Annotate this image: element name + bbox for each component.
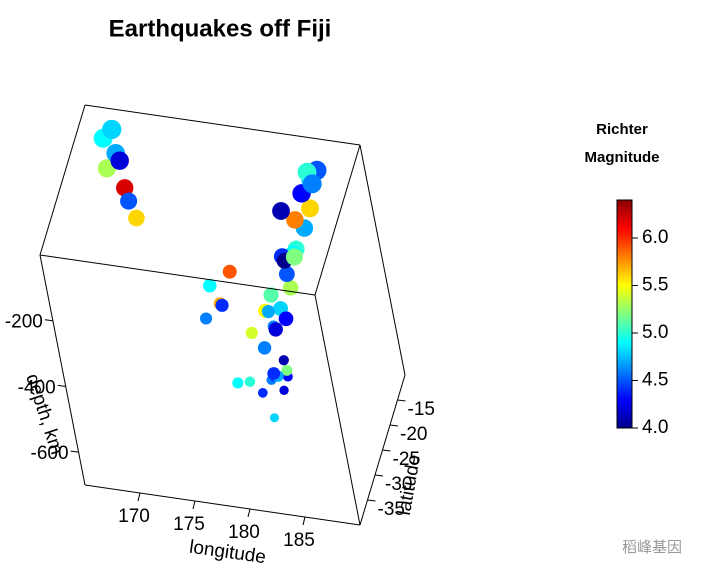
data-point <box>244 376 256 388</box>
data-point <box>268 322 283 337</box>
data-point <box>245 326 258 340</box>
data-point <box>269 413 280 423</box>
data-point <box>257 341 272 355</box>
x-tick <box>247 508 251 518</box>
colorbar-tick-label: 5.5 <box>642 275 668 296</box>
box-edge <box>39 254 86 486</box>
box-edge <box>39 104 86 256</box>
x-tick-label: 175 <box>173 514 205 535</box>
x-tick <box>302 516 306 526</box>
data-point <box>285 248 303 266</box>
colorbar-title: Magnitude <box>585 149 660 166</box>
y-tick-label: -20 <box>400 424 427 445</box>
colorbar-tick-label: 4.5 <box>642 370 668 391</box>
z-tick-label: -600 <box>31 443 69 464</box>
colorbar-tick-label: 4.0 <box>642 417 668 438</box>
colorbar-tick-label: 5.0 <box>642 322 668 343</box>
y-tick <box>389 424 399 427</box>
data-point <box>200 312 213 325</box>
box-edge <box>39 254 316 296</box>
x-tick <box>137 492 141 502</box>
y-tick <box>382 449 391 452</box>
y-tick-label: -25 <box>393 449 420 470</box>
x-tick <box>192 500 196 510</box>
y-tick-label: -30 <box>385 474 412 495</box>
data-point <box>116 179 134 197</box>
data-point <box>286 211 304 229</box>
data-point <box>215 298 229 312</box>
data-point <box>203 278 217 293</box>
box-edge <box>359 144 406 376</box>
data-point <box>261 304 275 319</box>
data-point <box>267 367 281 380</box>
plot-area <box>93 119 327 423</box>
z-tick <box>44 319 53 322</box>
data-point <box>128 209 145 227</box>
data-point <box>278 311 294 327</box>
colorbar-tick-label: 6.0 <box>642 227 668 248</box>
data-point <box>102 119 122 140</box>
colorbar-title: Richter <box>596 121 648 138</box>
z-tick-label: -200 <box>5 312 43 333</box>
data-point <box>301 199 319 218</box>
x-tick-label: 180 <box>228 522 260 543</box>
data-point <box>263 287 279 303</box>
z-tick <box>57 384 66 387</box>
y-tick <box>367 499 376 502</box>
data-point <box>232 377 244 389</box>
box-edge <box>314 294 361 526</box>
y-tick <box>374 474 384 477</box>
data-point <box>278 355 289 366</box>
data-point <box>278 266 295 283</box>
data-point <box>110 151 129 170</box>
z-axis-label: depth, km <box>21 371 67 457</box>
y-tick-label: -35 <box>378 499 405 520</box>
data-point <box>257 387 268 398</box>
data-point <box>222 264 237 279</box>
z-tick <box>70 450 79 453</box>
box-edge <box>314 144 361 296</box>
data-point <box>120 192 138 210</box>
watermark: 稻峰基因 <box>622 539 682 556</box>
colorbar <box>616 199 633 429</box>
z-tick-label: -400 <box>18 377 56 398</box>
x-tick-label: 185 <box>283 530 315 551</box>
data-point <box>302 174 322 194</box>
chart-title: Earthquakes off Fiji <box>109 15 332 42</box>
box-edge <box>84 484 361 526</box>
y-tick <box>397 399 406 402</box>
data-point <box>272 202 290 220</box>
data-point <box>279 385 289 396</box>
y-tick-label: -15 <box>408 399 435 420</box>
data-point <box>282 280 299 296</box>
data-point <box>281 364 293 376</box>
x-tick-label: 170 <box>118 506 150 527</box>
box-edge <box>84 104 361 146</box>
